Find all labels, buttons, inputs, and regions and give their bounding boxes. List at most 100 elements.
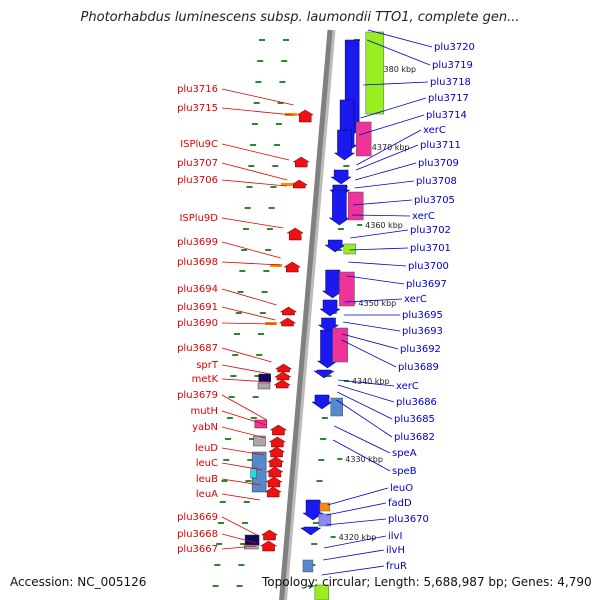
leader-line <box>221 261 281 266</box>
leader-line <box>221 478 262 486</box>
leader-line <box>355 144 419 171</box>
gene-label-left: plu3690 <box>177 318 218 329</box>
reverse-gene-arrow <box>324 239 346 253</box>
gene-label-right: plu3700 <box>408 261 449 272</box>
leader-line <box>221 322 276 325</box>
kbp-label: 4340 kbp <box>352 377 390 386</box>
leader-line <box>349 247 409 251</box>
leader-line <box>358 114 425 136</box>
gene-label-right: fruR <box>386 561 407 572</box>
leader-line <box>221 179 287 187</box>
gene-label-right: plu3711 <box>420 140 461 151</box>
feature-block <box>257 382 271 390</box>
reverse-gene-arrow <box>319 299 341 317</box>
forward-gene-arrow <box>269 424 288 436</box>
gene-label-right: speA <box>392 448 417 459</box>
gene-label-right: plu3686 <box>396 397 437 408</box>
leader-line <box>356 129 422 166</box>
forward-gene-arrow <box>274 363 293 373</box>
gene-label-right: plu3718 <box>430 77 471 88</box>
leader-line <box>221 217 284 229</box>
forward-gene-arrow <box>286 227 305 241</box>
gene-label-left: plu3679 <box>177 390 218 401</box>
kbp-label: 4350 kbp <box>359 299 397 308</box>
leader-line <box>221 162 288 181</box>
forward-gene-arrow <box>265 466 284 478</box>
leader-line <box>321 565 385 576</box>
gene-label-right: plu3682 <box>394 432 435 443</box>
gene-label-left: plu3694 <box>177 284 218 295</box>
leader-line <box>343 321 401 332</box>
leader-line <box>221 88 294 106</box>
gene-label-left: mutH <box>190 406 218 417</box>
gene-label-left: leuA <box>196 489 218 500</box>
gene-label-left: leuD <box>195 443 218 454</box>
gene-label-left: plu3691 <box>177 302 218 313</box>
gene-label-left: leuC <box>196 458 218 469</box>
gene-label-right: ilvI <box>388 531 402 542</box>
gene-label-left: plu3668 <box>177 529 218 540</box>
leader-line <box>350 229 409 239</box>
leader-line <box>353 199 413 206</box>
feature-block <box>319 502 331 512</box>
feature-block <box>339 271 355 307</box>
leader-line <box>342 333 399 350</box>
gene-label-left: plu3669 <box>177 512 218 523</box>
gene-label-right: leuO <box>390 483 413 494</box>
feature-block <box>318 513 332 527</box>
leader-line <box>354 180 415 189</box>
gene-label-left: leuB <box>196 474 218 485</box>
reverse-gene-arrow <box>302 499 324 521</box>
forward-gene-arrow <box>273 379 292 389</box>
leader-line <box>221 306 276 321</box>
genome-backbone <box>279 29 333 600</box>
gene-label-right: plu3709 <box>418 158 459 169</box>
leader-line <box>327 487 389 506</box>
gene-label-right: plu3702 <box>410 225 451 236</box>
feature-block <box>330 397 343 417</box>
leader-line <box>347 275 405 285</box>
leader-line <box>221 410 267 426</box>
pseudogene-mark <box>270 264 283 267</box>
forward-gene-arrow <box>265 476 283 488</box>
leader-line <box>221 394 268 421</box>
feature-block <box>355 121 372 157</box>
feature-block <box>314 584 330 600</box>
leader-line <box>221 347 272 363</box>
feature-block <box>250 467 258 479</box>
gene-label-right: xerC <box>404 294 427 305</box>
reverse-gene-arrow <box>299 526 322 536</box>
forward-gene-arrow <box>267 446 286 458</box>
forward-gene-arrow <box>264 486 283 498</box>
pseudogene-mark <box>280 183 293 186</box>
feature-block <box>254 419 268 429</box>
forward-gene-arrow <box>292 156 311 168</box>
gene-label-right: xerC <box>396 381 419 392</box>
gene-label-right: xerC <box>423 125 446 136</box>
gene-label-right: plu3708 <box>416 176 457 187</box>
leader-line <box>221 288 277 306</box>
leader-line <box>338 379 395 387</box>
leader-line <box>348 261 407 267</box>
gene-label-right: plu3701 <box>410 243 451 254</box>
feature-block <box>253 435 266 447</box>
gene-label-left: plu3706 <box>177 175 218 186</box>
leader-line <box>334 425 391 454</box>
reverse-gene-arrow <box>333 129 356 161</box>
kbp-label: 4370 kbp <box>372 143 410 152</box>
leader-line <box>221 545 257 550</box>
forward-gene-arrow <box>266 456 285 468</box>
gene-label-right: plu3670 <box>388 514 429 525</box>
gene-label-left: plu3707 <box>177 158 218 169</box>
gene-label-left: plu3687 <box>177 343 218 354</box>
gene-label-right: ilvH <box>386 545 405 556</box>
genome-summary-text: Topology: circular; Length: 5,688,987 bp… <box>262 575 592 589</box>
kbp-label: 4380 kbp <box>378 65 416 74</box>
feature-block <box>343 243 357 255</box>
leader-line <box>221 107 293 116</box>
kbp-label: 4360 kbp <box>365 221 403 230</box>
leader-line <box>355 162 417 181</box>
leader-line <box>221 241 281 259</box>
forward-gene-arrow <box>268 436 287 448</box>
leader-line <box>367 29 433 48</box>
